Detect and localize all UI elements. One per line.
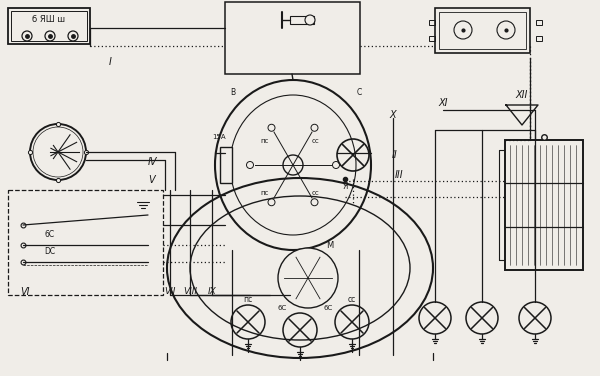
Text: 6C: 6C <box>323 305 332 311</box>
Circle shape <box>454 21 472 39</box>
Text: III: III <box>395 170 404 180</box>
Text: VII: VII <box>164 288 176 297</box>
Circle shape <box>45 31 55 41</box>
Text: X: X <box>389 110 397 120</box>
Text: б ЯШ ш: б ЯШ ш <box>32 15 65 24</box>
Circle shape <box>311 199 318 206</box>
Text: I: I <box>109 57 112 67</box>
Text: C: C <box>356 88 362 97</box>
Text: XII: XII <box>516 90 528 100</box>
Bar <box>435 8 530 53</box>
Text: VIII: VIII <box>183 288 197 297</box>
Bar <box>536 20 542 25</box>
Bar <box>290 16 314 24</box>
Text: сс: сс <box>311 138 319 144</box>
Text: B: B <box>230 88 236 97</box>
Text: пс: пс <box>244 295 253 304</box>
Circle shape <box>22 31 32 41</box>
Bar <box>8 190 163 295</box>
Bar <box>220 147 232 183</box>
Text: V: V <box>148 175 155 185</box>
Circle shape <box>332 162 340 168</box>
Text: пс: пс <box>261 190 269 196</box>
Bar <box>11 11 87 41</box>
Bar <box>505 140 583 270</box>
Text: VI: VI <box>20 287 29 297</box>
Circle shape <box>268 199 275 206</box>
Circle shape <box>311 124 318 131</box>
Text: IX: IX <box>208 288 217 297</box>
Circle shape <box>268 124 275 131</box>
Text: 6C: 6C <box>277 305 287 311</box>
Text: II: II <box>392 150 398 160</box>
Bar <box>225 2 360 74</box>
Circle shape <box>305 15 315 25</box>
Text: 15A: 15A <box>212 134 226 140</box>
Bar <box>536 36 542 41</box>
Bar <box>439 12 526 49</box>
Text: Я: Я <box>343 182 347 191</box>
Circle shape <box>247 162 254 168</box>
Bar <box>429 36 435 41</box>
Circle shape <box>278 248 338 308</box>
Bar <box>8 8 90 44</box>
Text: M: M <box>326 241 334 250</box>
Text: сс: сс <box>348 295 356 304</box>
Circle shape <box>283 155 303 175</box>
Text: 6C: 6C <box>45 230 55 239</box>
Text: пс: пс <box>261 138 269 144</box>
Text: XI: XI <box>438 98 448 108</box>
Text: сс: сс <box>311 190 319 196</box>
Bar <box>429 20 435 25</box>
Text: DC: DC <box>44 247 56 256</box>
Circle shape <box>68 31 78 41</box>
Circle shape <box>497 21 515 39</box>
Text: IV: IV <box>148 157 157 167</box>
